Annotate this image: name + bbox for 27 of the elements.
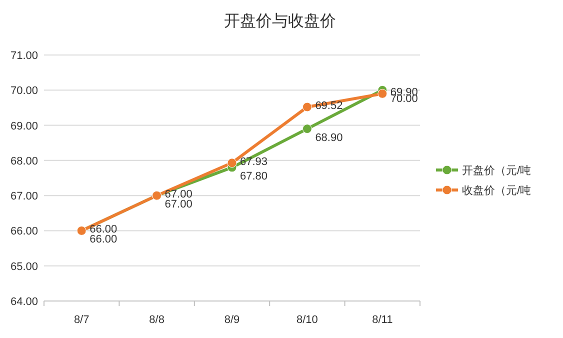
data-label: 67.00: [164, 198, 192, 211]
data-label: 66.00: [90, 234, 118, 246]
chart-title: 开盘价与收盘价: [224, 12, 336, 30]
data-label: 67.80: [240, 170, 268, 182]
point: [378, 88, 388, 98]
y-tick-label: 70.00: [10, 85, 38, 98]
x-tick-label: 8/10: [296, 314, 318, 326]
data-label: 66.00: [90, 224, 118, 236]
legend-label: 收盘价（元/吨: [462, 184, 532, 197]
data-label: 70.00: [390, 93, 418, 106]
point: [302, 102, 312, 112]
x-tick-label: 8/7: [74, 314, 90, 326]
y-tick-label: 66.00: [10, 226, 38, 238]
y-tick-label: 67.00: [10, 190, 38, 203]
legend-label: 开盘价（元/吨: [462, 164, 532, 177]
point: [227, 158, 237, 168]
x-tick-label: 8/9: [224, 314, 240, 326]
x-tick-label: 8/8: [149, 314, 164, 326]
x-tick-label: 8/11: [372, 314, 393, 326]
y-tick-label: 65.00: [10, 260, 38, 273]
y-tick-label: 68.00: [10, 155, 38, 168]
y-tick-label: 71.00: [10, 50, 38, 62]
data-label: 67.00: [164, 188, 192, 201]
data-label: 68.90: [315, 132, 343, 144]
point: [302, 124, 312, 134]
y-tick-label: 64.00: [10, 296, 38, 308]
y-tick-label: 69.00: [10, 120, 38, 132]
